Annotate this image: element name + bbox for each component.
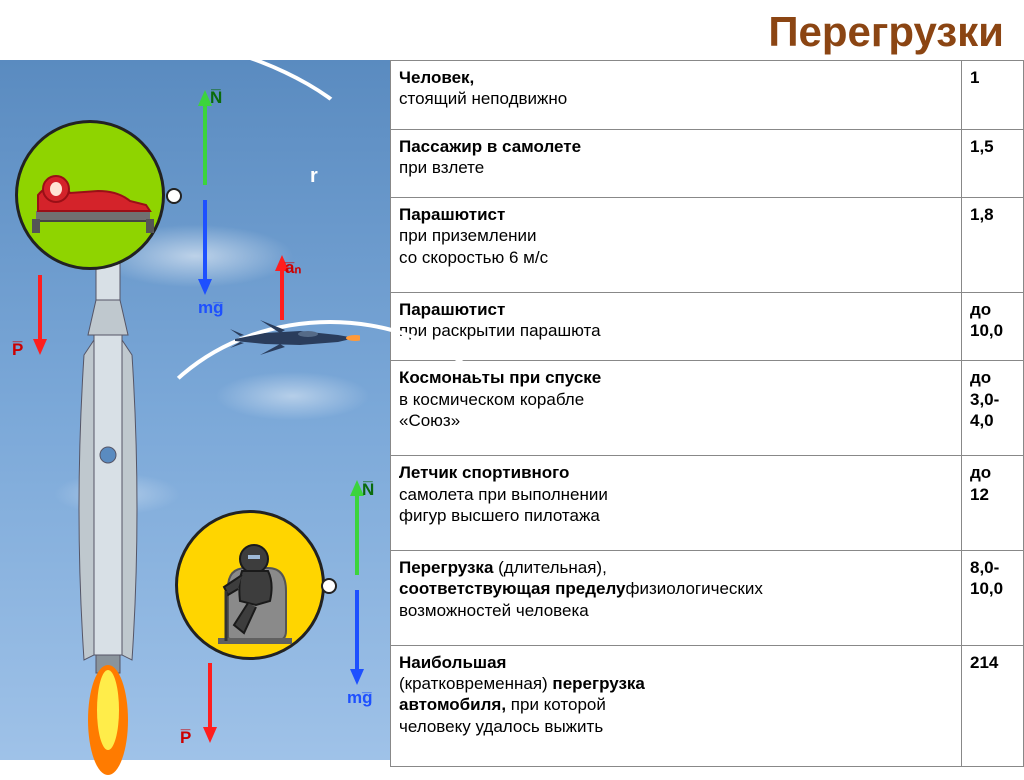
row-label: Человек,стоящий неподвижно: [391, 61, 962, 130]
label-r: r: [310, 165, 318, 188]
row-label: Наибольшая(кратковременная) перегрузкаав…: [391, 645, 962, 766]
label-N-bottom: N̅: [362, 480, 374, 500]
table-row: Наибольшая(кратковременная) перегрузкаав…: [391, 645, 1024, 766]
row-value: 1,8: [962, 198, 1024, 293]
label-mg-bottom: mg̅: [347, 688, 373, 708]
vector-P-top: [25, 270, 55, 360]
cosmonaut-bubble: [15, 120, 165, 270]
label-N-top: N̅: [210, 88, 222, 108]
row-value: до3,0-4,0: [962, 361, 1024, 456]
pilot-bubble: [175, 510, 325, 660]
table-row: Парашютистпри раскрытии парашютадо10,0: [391, 292, 1024, 361]
row-label: Пассажир в самолетепри взлете: [391, 129, 962, 198]
vector-mg-bottom: [342, 585, 372, 690]
table-row: Парашютистпри приземлениисо скоростью 6 …: [391, 198, 1024, 293]
row-value: 1,5: [962, 129, 1024, 198]
vector-origin-2: [320, 577, 338, 595]
label-P-top: P̅: [12, 340, 23, 360]
vector-P-bottom: [195, 658, 225, 748]
table-row: Человек,стоящий неподвижно1: [391, 61, 1024, 130]
label-mg-top: mg̅: [198, 298, 224, 318]
physics-diagram: N̅ mg̅ P̅ r a̅ₙ: [0, 60, 390, 760]
row-label: Парашютистпри приземлениисо скоростью 6 …: [391, 198, 962, 293]
content-row: N̅ mg̅ P̅ r a̅ₙ: [0, 60, 1024, 767]
row-value: 1: [962, 61, 1024, 130]
row-label: Парашютистпри раскрытии парашюта: [391, 292, 962, 361]
pilot-figure: [178, 513, 328, 663]
row-value: до10,0: [962, 292, 1024, 361]
cosmonaut-figure: [18, 123, 168, 273]
vector-mg-top: [190, 195, 220, 300]
label-an: a̅ₙ: [285, 258, 301, 278]
label-P-bottom: P̅: [180, 728, 191, 748]
table-row: Пассажир в самолетепри взлете1,5: [391, 129, 1024, 198]
row-value: до12: [962, 456, 1024, 551]
vector-origin-1: [165, 187, 183, 205]
row-value: 214: [962, 645, 1024, 766]
row-value: 8,0-10,0: [962, 551, 1024, 646]
